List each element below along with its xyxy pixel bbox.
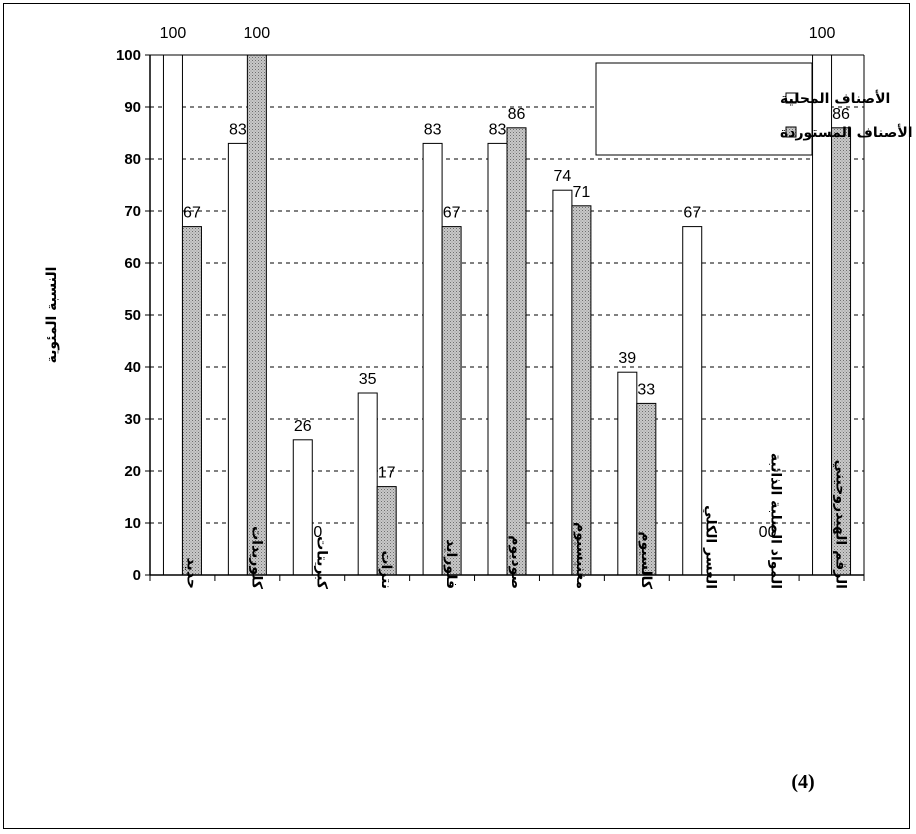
y-tick-label: 40 <box>124 359 141 376</box>
bar-local <box>292 439 313 576</box>
legend: الأصناف المحلية الأصناف المستوردة <box>595 62 913 156</box>
y-tick-label: 0 <box>133 567 141 584</box>
category-label: المواد الصلبة الذائبة <box>768 453 784 589</box>
bar-local <box>682 226 703 576</box>
data-label: 17 <box>378 465 396 482</box>
bar-imported <box>246 54 267 576</box>
y-tick-label: 100 <box>116 47 141 64</box>
y-tick-label: 90 <box>124 99 141 116</box>
bar-imported <box>441 226 462 576</box>
data-label: 26 <box>294 418 312 435</box>
y-tick-label: 70 <box>124 203 141 220</box>
legend-swatch-imported <box>785 126 797 138</box>
category-label: الرقم الهيدروجيني <box>833 460 849 589</box>
data-label: 33 <box>637 381 655 398</box>
bar-local <box>227 142 248 576</box>
data-label: 35 <box>359 371 377 388</box>
bar-imported <box>506 127 527 576</box>
data-label: 71 <box>573 184 591 201</box>
bar-local <box>357 392 378 576</box>
data-label: 86 <box>832 106 850 123</box>
bar-local <box>487 142 508 576</box>
legend-label-local: الأصناف المحلية <box>780 90 890 107</box>
legend-swatch-local <box>785 92 797 104</box>
category-label: صوديوم <box>508 535 524 589</box>
y-tick-label: 10 <box>124 515 141 532</box>
category-label: حديد <box>183 557 199 589</box>
y-tick-label: 20 <box>124 463 141 480</box>
bar-local <box>617 371 638 576</box>
category-label: كبريتات <box>313 536 329 590</box>
category-label: العسر الكلي <box>703 505 719 589</box>
category-label: كالسيوم <box>638 531 654 590</box>
category-label: فلورايد <box>443 539 459 589</box>
bar-imported <box>571 205 592 576</box>
category-label: كلوريدات <box>248 526 264 590</box>
data-label: 0 <box>313 524 322 541</box>
y-axis-label: النسبة المئوية <box>44 267 60 364</box>
data-label: 83 <box>229 121 247 138</box>
data-label: 100 <box>160 25 187 42</box>
y-tick-label: 50 <box>124 307 141 324</box>
data-label: 67 <box>443 205 461 222</box>
data-label: 83 <box>489 121 507 138</box>
category-label: نترات <box>378 550 394 589</box>
bar-local <box>552 189 573 576</box>
data-label: 100 <box>244 25 271 42</box>
data-label: 83 <box>424 121 442 138</box>
data-label: 86 <box>508 106 526 123</box>
y-tick-label: 60 <box>124 255 141 272</box>
data-label: 74 <box>554 168 572 185</box>
data-label: 67 <box>183 205 201 222</box>
data-label: 39 <box>618 350 636 367</box>
figure-number: (4) <box>791 771 814 793</box>
bar-local <box>162 54 183 576</box>
bar-local <box>422 142 443 576</box>
data-label: 67 <box>683 205 701 222</box>
y-tick-label: 80 <box>124 151 141 168</box>
category-label: مغنيسيوم <box>573 522 589 589</box>
data-label: 0 <box>768 524 777 541</box>
data-label: 100 <box>809 25 836 42</box>
figure-frame <box>3 3 910 829</box>
y-tick-label: 30 <box>124 411 141 428</box>
data-label: 0 <box>759 524 768 541</box>
bar-imported <box>181 226 202 576</box>
legend-label-imported: الأصناف المستوردة <box>780 124 913 141</box>
